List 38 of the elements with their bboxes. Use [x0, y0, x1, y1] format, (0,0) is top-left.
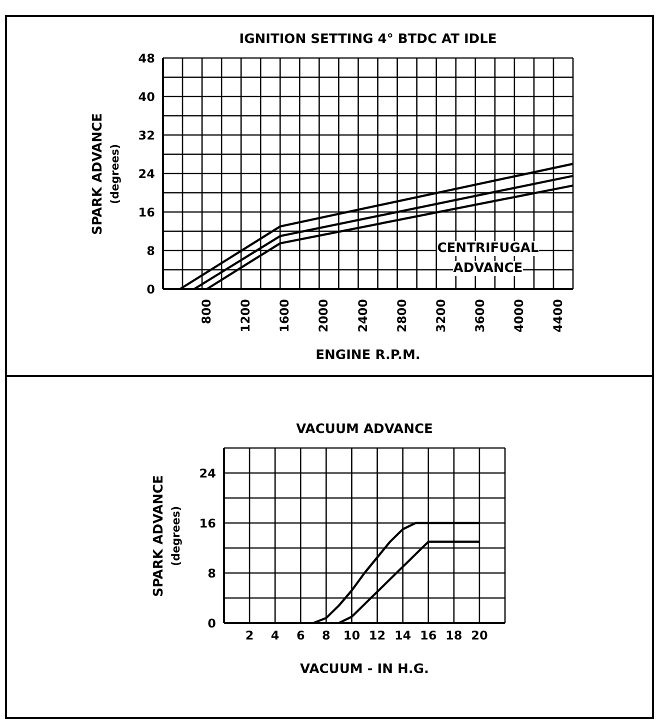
y-tick-label: 16 [199, 516, 216, 530]
y-axis-title: SPARK ADVANCE (degrees) [89, 112, 122, 236]
annotation: CENTRIFUGAL ADVANCE [437, 241, 539, 276]
x-tick-label: 2400 [356, 299, 370, 332]
x-tick-label: 2800 [394, 299, 409, 332]
x-tick-label: 12 [368, 628, 386, 643]
x-tick-label: 3200 [434, 299, 448, 332]
y-tick-label: 32 [138, 128, 155, 142]
x-tick-label: 4000 [512, 299, 526, 332]
y-tick-label: 0 [146, 282, 155, 296]
x-tick-label: 20 [471, 628, 488, 643]
x-tick-label: 14 [394, 628, 412, 643]
y-tick-label: 0 [208, 616, 216, 630]
chart-title: VACUUM ADVANCE [295, 422, 434, 437]
x-tick-label: 10 [343, 628, 360, 643]
x-tick-label: 6 [296, 628, 305, 643]
y-tick-label: 16 [138, 205, 155, 220]
x-tick-label: 2 [245, 628, 254, 643]
y-tick-label: 48 [138, 51, 155, 66]
y-tick-label: 8 [208, 566, 216, 580]
x-tick-label: 3600 [472, 299, 487, 332]
y-tick-label: 8 [146, 244, 155, 258]
x-tick-label: 16 [420, 628, 437, 643]
y-tick-label: 40 [138, 90, 155, 104]
y-tick-label: 24 [138, 166, 155, 181]
x-tick-label: 800 [200, 299, 214, 324]
x-tick-label: 2000 [316, 299, 331, 332]
chart-title: IGNITION SETTING 4° BTDC AT IDLE [238, 32, 498, 47]
x-tick-label: 4 [270, 628, 280, 643]
x-axis-title: VACUUM - IN H.G. [300, 662, 429, 677]
y-tick-label: 24 [199, 466, 216, 480]
x-tick-label: 4400 [550, 299, 565, 332]
x-axis-title: ENGINE R.P.M. [316, 348, 420, 363]
x-tick-label: 8 [322, 628, 330, 643]
y-axis-title: SPARK ADVANCE (degrees) [150, 474, 183, 598]
x-tick-label: 1600 [278, 299, 292, 332]
x-tick-label: 1200 [238, 299, 253, 332]
x-tick-label: 18 [446, 628, 462, 643]
